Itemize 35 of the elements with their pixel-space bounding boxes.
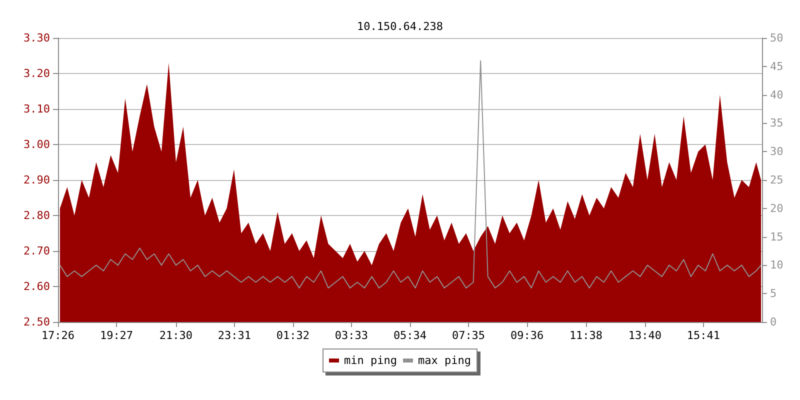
x-tick-label: 13:40: [628, 329, 662, 342]
x-tick-label: 17:26: [41, 329, 75, 342]
y2-tick-label: 20: [770, 202, 784, 215]
y2-tick-label: 15: [770, 230, 784, 244]
x-tick-label: 05:34: [393, 329, 427, 342]
y2-tick-label: 0: [770, 316, 777, 328]
y-tick-label: 3.10: [24, 102, 50, 116]
y2-tick-label: 5: [770, 287, 777, 300]
x-tick-label: 15:41: [686, 329, 720, 342]
x-tick-label: 09:36: [510, 329, 544, 342]
x-tick-label: 07:35: [452, 329, 486, 342]
x-tick-label: 19:27: [100, 329, 134, 342]
y2-tick-label: 35: [770, 116, 784, 130]
x-tick-label: 21:30: [159, 329, 193, 342]
y-tick-label: 3.00: [24, 138, 50, 151]
x-tick-label: 01:32: [276, 329, 310, 342]
y-tick-label: 2.60: [24, 280, 50, 293]
x-tick-label: 11:38: [569, 329, 603, 342]
y-tick-label: 2.80: [24, 209, 50, 222]
x-tick-label: 23:31: [218, 329, 252, 342]
y2-tick-label: 40: [770, 88, 784, 102]
y2-tick-label: 10: [770, 258, 784, 272]
legend-label: min ping: [344, 354, 398, 367]
y2-tick-label: 45: [770, 60, 784, 73]
y2-tick-label: 30: [770, 145, 784, 158]
y2-tick-label: 50: [770, 32, 784, 44]
y2-tick-label: 25: [770, 174, 784, 186]
y-tick-label: 2.50: [24, 316, 50, 328]
x-tick-label: 03:33: [334, 329, 368, 342]
y-tick-label: 3.20: [24, 67, 50, 80]
chart-title: 10.150.64.238: [356, 20, 444, 33]
y-tick-label: 2.70: [24, 244, 50, 258]
y-tick-label: 2.90: [24, 174, 50, 186]
legend-label: max ping: [418, 354, 471, 367]
y-tick-label: 3.30: [24, 32, 50, 44]
